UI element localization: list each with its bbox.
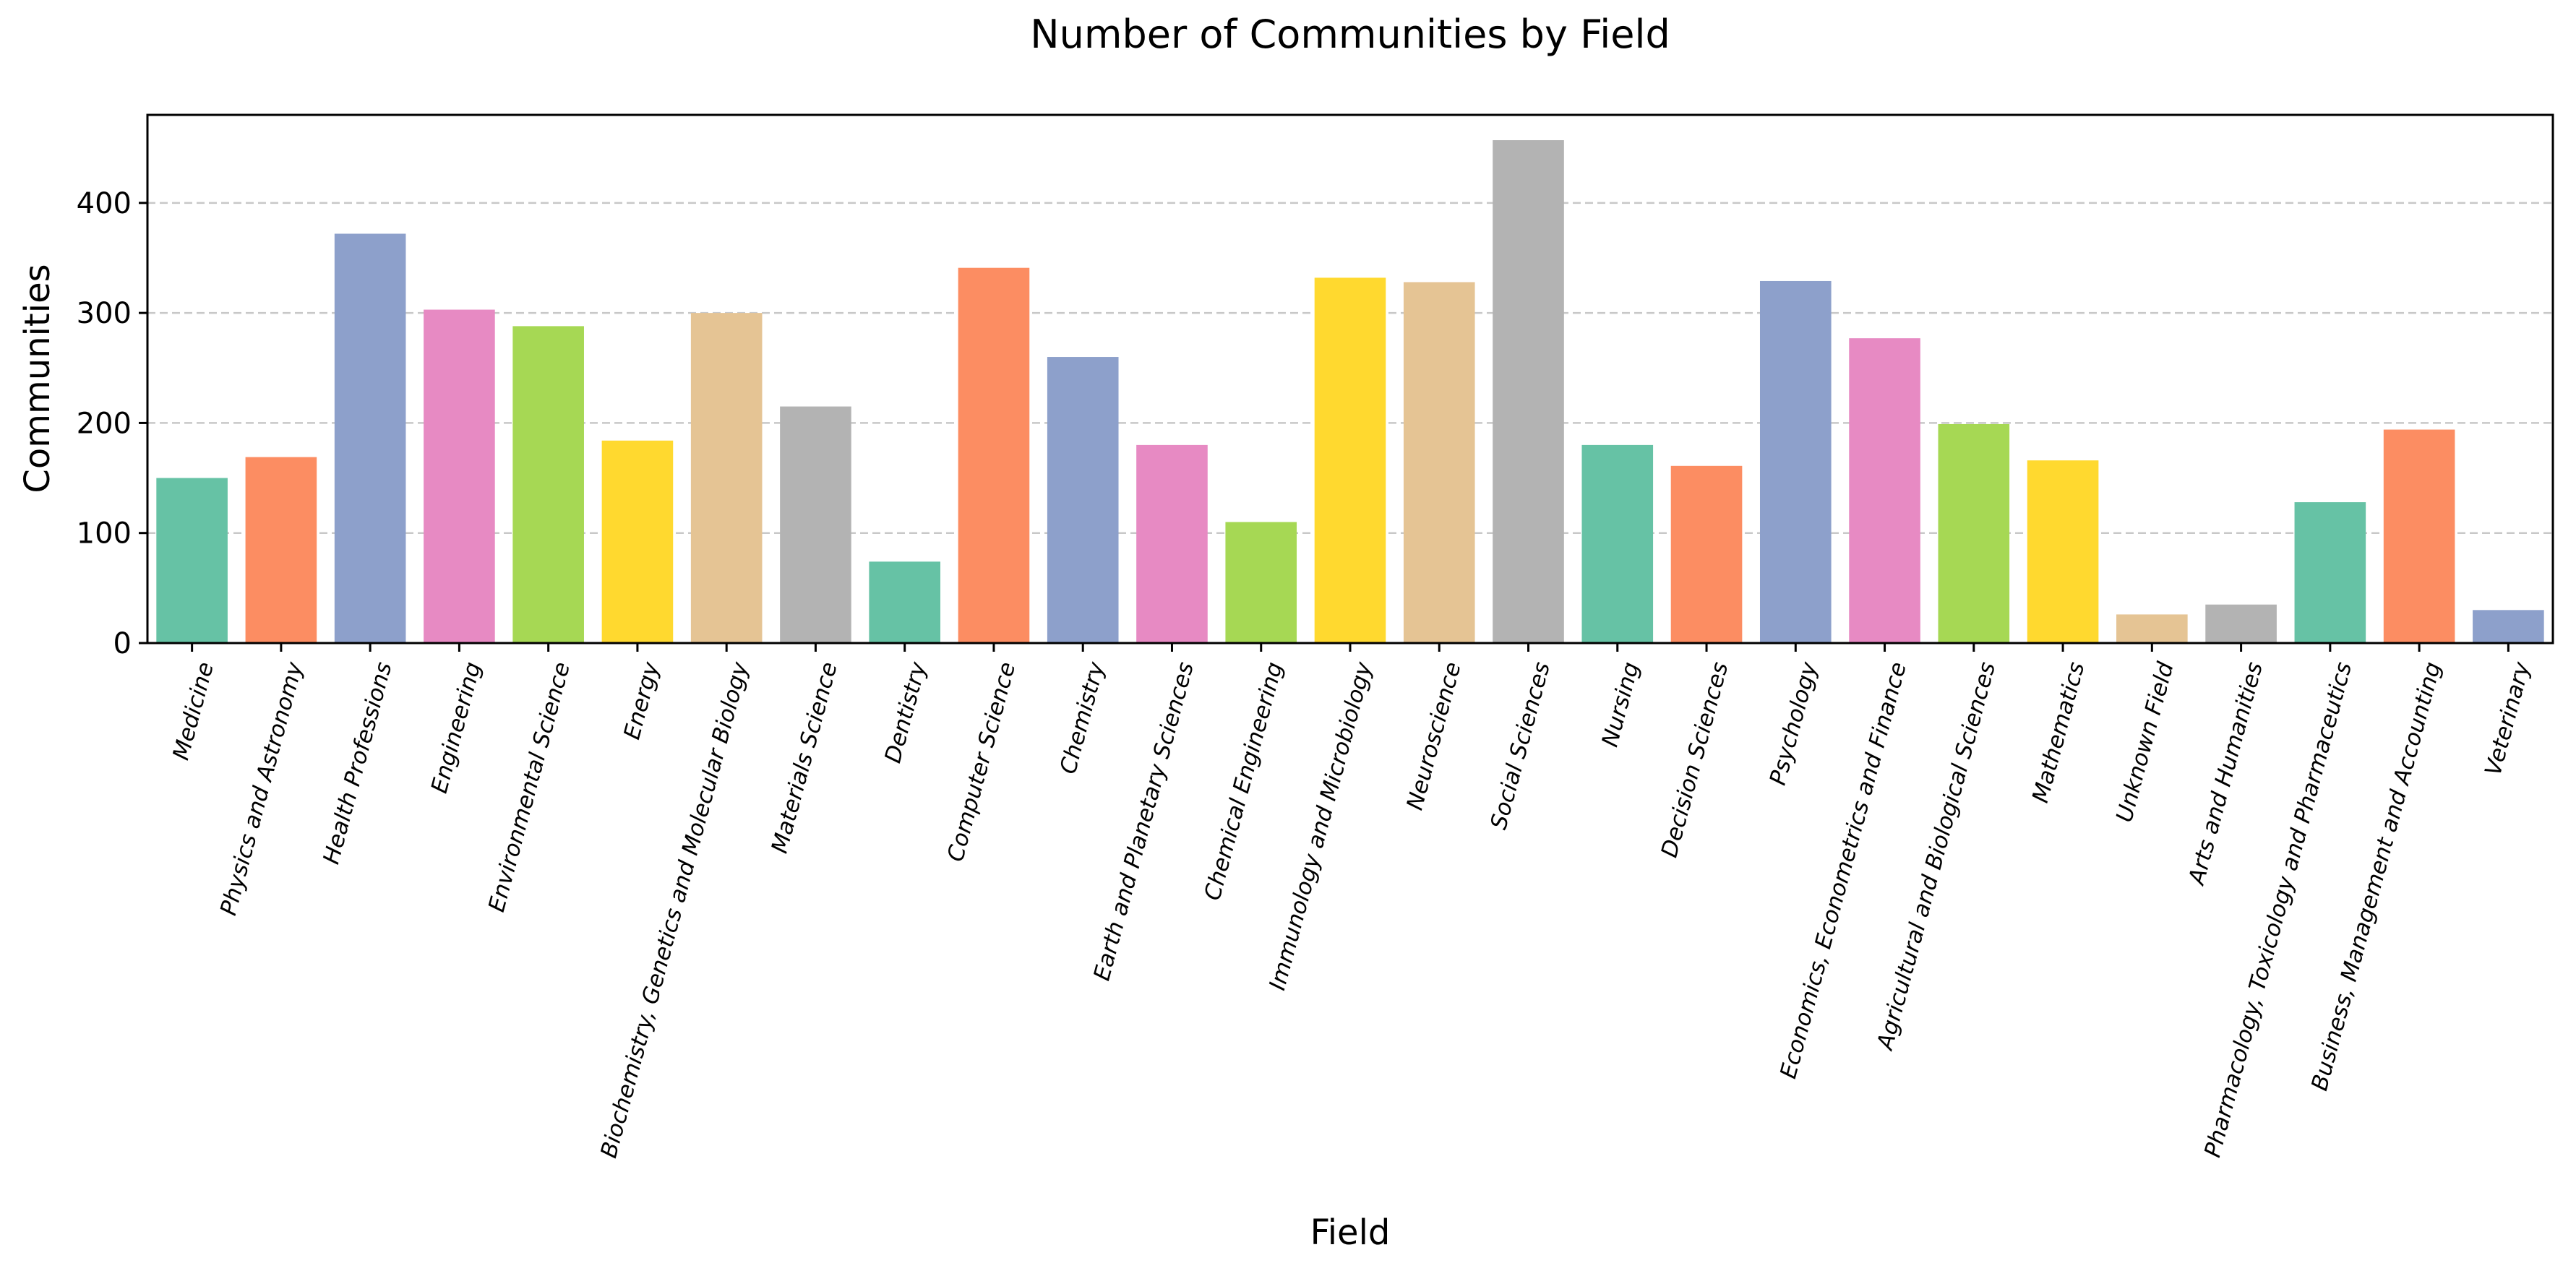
bar <box>245 457 317 643</box>
x-tick-label: Arts and Humanities <box>2184 660 2268 889</box>
bar <box>690 313 763 643</box>
bar <box>424 309 495 643</box>
bar <box>1493 140 1564 643</box>
y-tick-label: 100 <box>77 517 132 551</box>
bar <box>2116 614 2188 643</box>
bar <box>1047 357 1119 643</box>
x-tick-label: Social Sciences <box>1485 660 1555 832</box>
x-tick-label: Decision Sciences <box>1657 660 1734 861</box>
bar <box>601 440 674 643</box>
chart-title: Number of Communities by Field <box>1030 12 1670 57</box>
x-tick-label: Materials Science <box>767 660 843 856</box>
y-axis-ticks: 0 100 200 300 400 <box>77 187 147 660</box>
x-tick-label: Physics and Astronomy <box>215 659 308 918</box>
bar <box>869 561 941 643</box>
x-tick-label: Health Professions <box>318 660 397 867</box>
x-tick-label: Environmental Science <box>484 660 575 915</box>
x-tick-label: Medicine <box>168 660 219 763</box>
bar <box>1938 423 2010 643</box>
x-tick-label: Chemical Engineering <box>1199 660 1288 903</box>
bar <box>958 267 1030 643</box>
bar <box>512 326 584 643</box>
y-tick-label: 0 <box>113 627 132 660</box>
x-tick-label: Unknown Field <box>2111 659 2179 824</box>
bar <box>156 478 228 643</box>
bar <box>2473 610 2544 643</box>
x-tick-label: Earth and Planetary Sciences <box>1089 660 1198 983</box>
bar <box>1314 277 1386 643</box>
x-tick-label: Veterinary <box>2480 659 2536 778</box>
x-tick-label: Chemistry <box>1055 659 1110 777</box>
bar <box>1225 522 1297 643</box>
x-tick-label: Engineering <box>426 660 486 796</box>
bar <box>2294 502 2366 643</box>
bar <box>780 406 851 643</box>
x-tick-label: Energy <box>619 659 664 742</box>
bars <box>156 140 2544 644</box>
x-tick-label: Immunology and Microbiology <box>1264 659 1377 993</box>
bar <box>1759 280 1832 643</box>
x-tick-label: Psychology <box>1765 659 1823 788</box>
bar <box>2027 460 2099 643</box>
bar <box>2205 604 2277 643</box>
x-tick-label: Nursing <box>1597 660 1644 750</box>
x-tick-label: Neuroscience <box>1401 660 1466 813</box>
y-tick-label: 400 <box>77 187 132 220</box>
x-tick-label: Dentistry <box>880 659 932 766</box>
bar <box>1670 465 1743 643</box>
bar <box>1403 282 1475 643</box>
bar <box>1849 338 1920 643</box>
x-axis-label: Field <box>1310 1212 1391 1253</box>
y-tick-label: 200 <box>77 407 132 440</box>
bar <box>334 233 406 644</box>
x-tick-label: Computer Science <box>943 660 1021 865</box>
x-tick-label: Mathematics <box>2027 660 2090 806</box>
y-axis-label: Communities <box>17 264 58 493</box>
plot-frame <box>146 113 2554 645</box>
y-tick-label: 300 <box>77 297 132 330</box>
bar <box>1136 444 1208 643</box>
bar <box>1581 444 1654 643</box>
bar <box>2383 429 2455 643</box>
